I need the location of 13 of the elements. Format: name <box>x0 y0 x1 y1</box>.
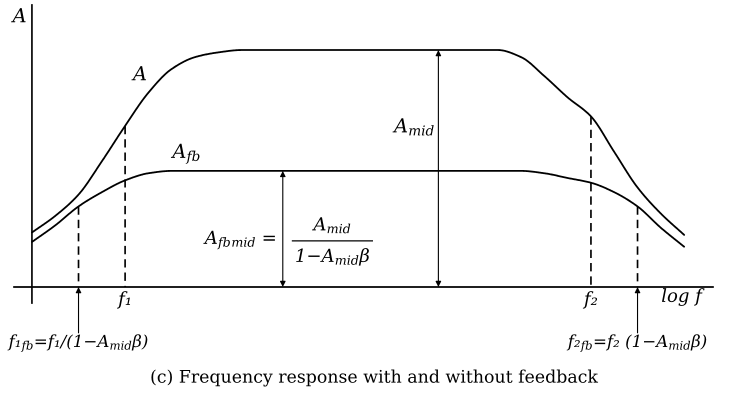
x-tick-label: f₁ <box>117 291 130 309</box>
x-tick-label: f₂ <box>582 291 598 309</box>
y-axis-title: A <box>11 8 26 22</box>
annotation: A$_{mid}$ <box>392 118 434 136</box>
annotation: A$_{mid}$ <box>312 217 350 234</box>
annotation: A$_{fbmid}$ = <box>203 230 275 250</box>
text: (c) Frequency response with and without feedback <box>151 369 598 387</box>
series-label: A <box>131 66 146 80</box>
x-tick-label: f₁$_{fb}$=f₁/(1−A$_{mid}$β) <box>8 334 148 352</box>
series-label: A$_{fb}$ <box>170 144 200 164</box>
annotation: 1−A$_{mid}$β <box>296 248 369 266</box>
x-tick-label: f₂$_{fb}$=f₂ (1−A$_{mid}$β) <box>566 334 706 352</box>
x-axis-title: log f <box>662 288 705 306</box>
